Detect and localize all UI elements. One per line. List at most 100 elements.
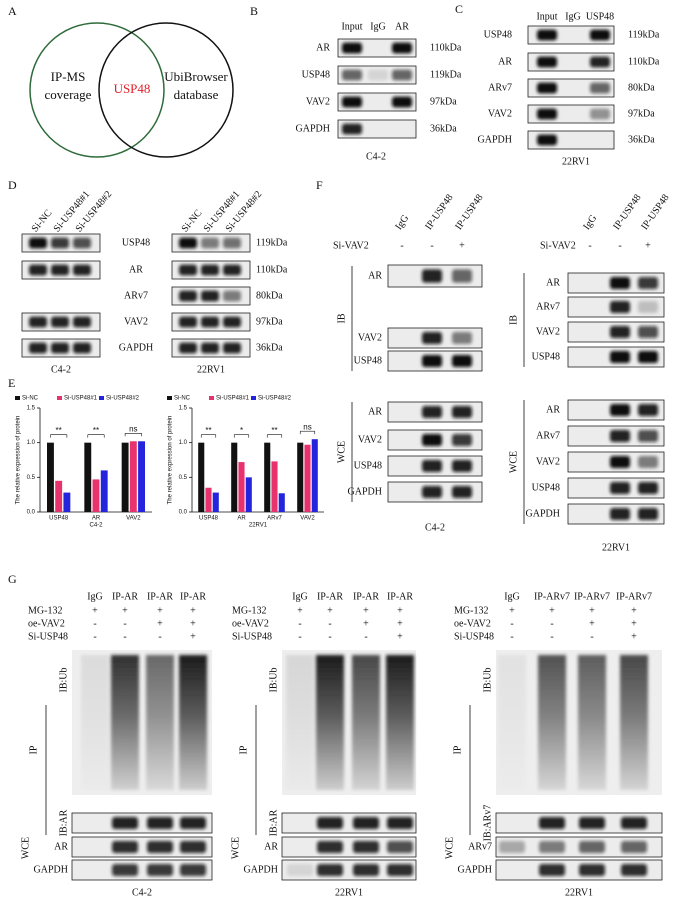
venn-overlap: USP48 xyxy=(114,81,151,96)
size-label: 110kDa xyxy=(430,42,462,53)
treatment-sign: - xyxy=(298,618,301,629)
blot-band xyxy=(201,264,219,276)
x-tick-label: VAV2 xyxy=(300,516,315,522)
bar xyxy=(271,461,278,512)
blot-band xyxy=(29,316,47,328)
size-label: 97kDa xyxy=(430,96,457,107)
treatment-sign: + xyxy=(631,605,637,616)
group-label: IP xyxy=(238,745,249,754)
blot-band xyxy=(179,316,197,328)
blot-band xyxy=(387,841,413,853)
blot-band xyxy=(638,456,658,468)
blot-band xyxy=(610,456,630,468)
blot-band xyxy=(422,332,442,344)
treatment-sign: + xyxy=(631,618,637,629)
treatment-sign: - xyxy=(618,240,621,251)
legend-label: Si-USP48#1 xyxy=(216,396,250,402)
blot-band xyxy=(201,342,219,354)
row-label: USP48 xyxy=(122,237,150,248)
blot-strip xyxy=(281,812,417,834)
lane-label: IP-AR xyxy=(353,591,379,602)
cell-label: C4-2 xyxy=(51,364,71,375)
blot-band xyxy=(638,482,658,494)
blot-band xyxy=(610,482,630,494)
legend-swatch xyxy=(99,396,104,400)
treatment-sign: + xyxy=(157,605,163,616)
panel-label: D xyxy=(8,178,17,192)
group-label: WCE xyxy=(20,837,31,859)
blot-band xyxy=(638,404,658,416)
lane-label: IP-AR xyxy=(180,591,206,602)
blot-band xyxy=(179,342,197,354)
row-label: ARv7 xyxy=(488,82,512,93)
blot-band xyxy=(422,460,442,472)
y-tick-label: 1.5 xyxy=(27,406,36,412)
treatment-sign: + xyxy=(397,618,403,629)
row-label: IB:Ub xyxy=(58,668,69,693)
bar xyxy=(212,492,219,512)
blot-band xyxy=(29,342,47,354)
ub-smear xyxy=(620,655,648,790)
row-label: AR xyxy=(546,404,560,415)
treatment-sign: + xyxy=(589,618,595,629)
legend-swatch xyxy=(57,396,62,400)
blot-band xyxy=(353,841,379,853)
row-label: AR xyxy=(54,841,68,852)
blot-band xyxy=(180,841,206,853)
bar xyxy=(311,439,318,512)
treatment-sign: - xyxy=(328,631,331,642)
blot-band xyxy=(537,82,557,94)
blot-band xyxy=(223,316,241,328)
blot-band xyxy=(638,326,658,338)
blot-band xyxy=(610,351,630,363)
blot-band xyxy=(621,864,647,876)
blot-band xyxy=(590,108,610,120)
bar xyxy=(121,442,129,512)
treatment-sign: + xyxy=(363,618,369,629)
blot-band xyxy=(73,237,91,249)
row-label: GAPDH xyxy=(526,508,560,519)
blot-band xyxy=(392,42,412,54)
ub-smear xyxy=(316,655,344,790)
group-label: IP xyxy=(28,745,39,754)
venn-label: coverage xyxy=(45,87,92,102)
lane-label: Input xyxy=(341,21,362,32)
significance: ns xyxy=(303,422,311,431)
treatment-sign: - xyxy=(510,618,513,629)
blot-band xyxy=(73,264,91,276)
ub-smear xyxy=(81,655,109,790)
blot-band xyxy=(610,404,630,416)
row-label: AR xyxy=(498,56,512,67)
group-label: WCE xyxy=(444,837,455,859)
blot-band xyxy=(638,351,658,363)
blot-band xyxy=(179,290,197,302)
blot-band xyxy=(452,434,472,446)
blot-band xyxy=(539,817,565,829)
x-tick-label: ARv7 xyxy=(267,516,282,522)
row-label: VAV2 xyxy=(536,456,560,467)
row-label: ARv7 xyxy=(124,290,148,301)
lane-label: IP-ARv7 xyxy=(574,591,610,602)
row-label: USP48 xyxy=(484,29,512,40)
bar xyxy=(129,441,137,512)
size-label: 36kDa xyxy=(628,134,655,145)
treatment-sign: + xyxy=(645,240,651,251)
treatment-sign: - xyxy=(328,618,331,629)
blot-strip xyxy=(281,859,417,881)
legend-label: Si-NC xyxy=(174,396,191,402)
ub-smear xyxy=(578,655,606,790)
blot-band xyxy=(610,277,630,289)
bar xyxy=(84,442,92,512)
blot-band xyxy=(422,486,442,498)
size-label: 119kDa xyxy=(628,29,660,40)
row-label: GAPDH xyxy=(34,864,68,875)
blot-band xyxy=(452,332,472,344)
row-label: GAPDH xyxy=(296,123,330,134)
blot-band xyxy=(180,817,206,829)
row-label: IB:Ub xyxy=(482,668,493,693)
treatment-label: MG-132 xyxy=(232,605,266,616)
lane-label: IP-AR xyxy=(147,591,173,602)
row-label: AR xyxy=(316,42,330,53)
x-tick-label: USP48 xyxy=(49,516,69,522)
blot-band xyxy=(452,355,472,367)
